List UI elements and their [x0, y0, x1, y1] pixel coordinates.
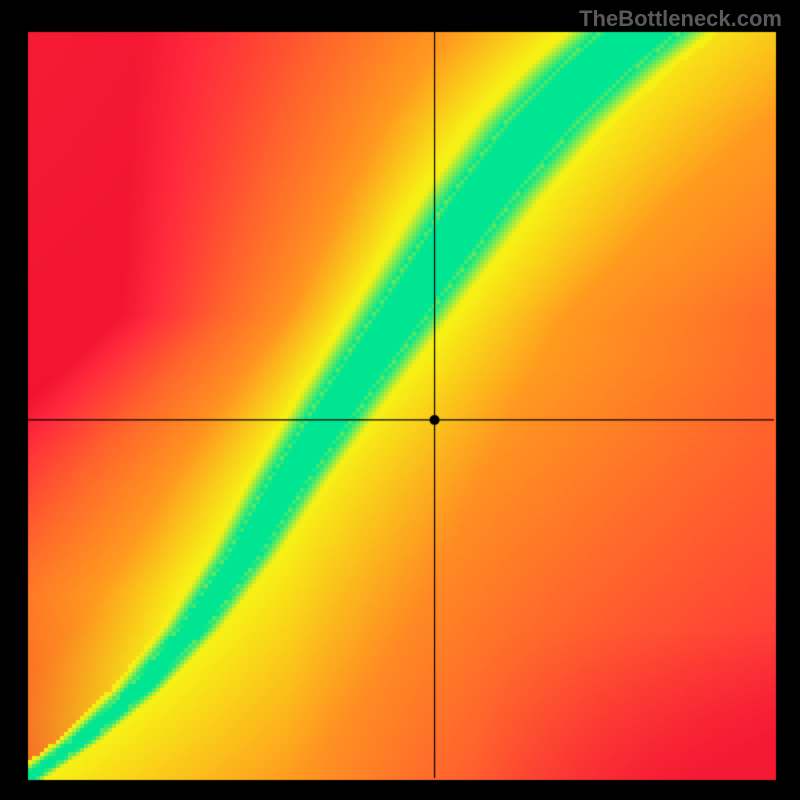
chart-container: TheBottleneck.com — [0, 0, 800, 800]
watermark-text: TheBottleneck.com — [579, 6, 782, 32]
bottleneck-heatmap — [0, 0, 800, 800]
